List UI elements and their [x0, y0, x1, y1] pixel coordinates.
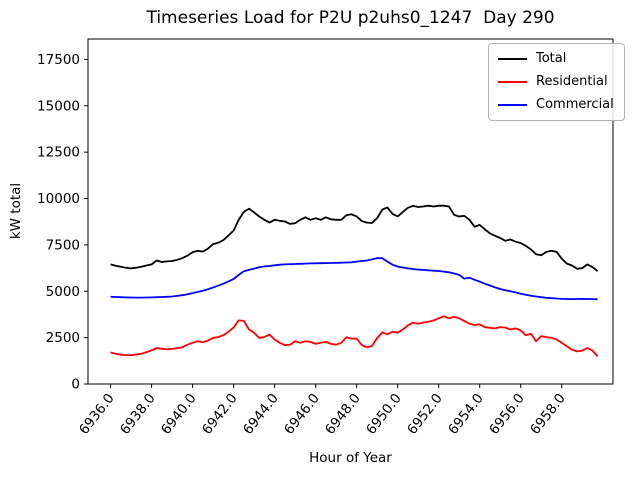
- legend-entry-residential: Residential: [498, 75, 614, 89]
- y-tick-label: 5000: [46, 284, 80, 300]
- y-axis-label: kW total: [8, 182, 24, 240]
- x-tick-label: 6936.0: [76, 391, 118, 438]
- y-tick-label: 7500: [46, 237, 80, 253]
- x-tick-label: 6938.0: [117, 391, 159, 438]
- y-tick-label: 0: [71, 377, 80, 393]
- legend-line-sample-residential: [498, 81, 527, 83]
- x-axis-label: Hour of Year: [309, 450, 392, 466]
- x-tick-label: 6956.0: [486, 391, 528, 438]
- series-line-commercial: [110, 257, 598, 301]
- y-tick-label: 17500: [37, 52, 80, 68]
- legend-label: Commercial: [536, 97, 614, 112]
- x-tick-label: 6950.0: [363, 391, 405, 438]
- series-line-residential: [110, 315, 599, 357]
- y-tick-label: 12500: [37, 145, 80, 161]
- x-tick-label: 6942.0: [199, 391, 241, 438]
- x-tick-label: 6946.0: [281, 391, 323, 438]
- y-tick-label: 2500: [46, 330, 80, 346]
- chart-title: Timeseries Load for P2U p2uhs0_1247 Day …: [146, 8, 555, 28]
- legend-entry-commercial: Commercial: [498, 98, 614, 112]
- x-tick-label: 6944.0: [240, 391, 282, 438]
- legend-label: Residential: [536, 74, 608, 89]
- y-tick-label: 10000: [37, 191, 80, 207]
- x-tick-label: 6948.0: [322, 391, 364, 438]
- legend-label: Total: [536, 51, 567, 66]
- y-tick-label: 15000: [37, 98, 80, 114]
- legend-line-sample-commercial: [498, 104, 527, 106]
- legend-line-sample-total: [498, 58, 527, 60]
- axes-spines: [87, 38, 614, 385]
- series-line-total: [110, 204, 599, 272]
- x-tick-label: 6952.0: [404, 391, 446, 438]
- x-tick-label: 6940.0: [158, 391, 200, 438]
- legend: Total Residential Commercial: [488, 43, 625, 121]
- x-tick-label: 6954.0: [445, 391, 487, 438]
- x-tick-label: 6958.0: [527, 391, 569, 438]
- legend-entry-total: Total: [498, 52, 614, 66]
